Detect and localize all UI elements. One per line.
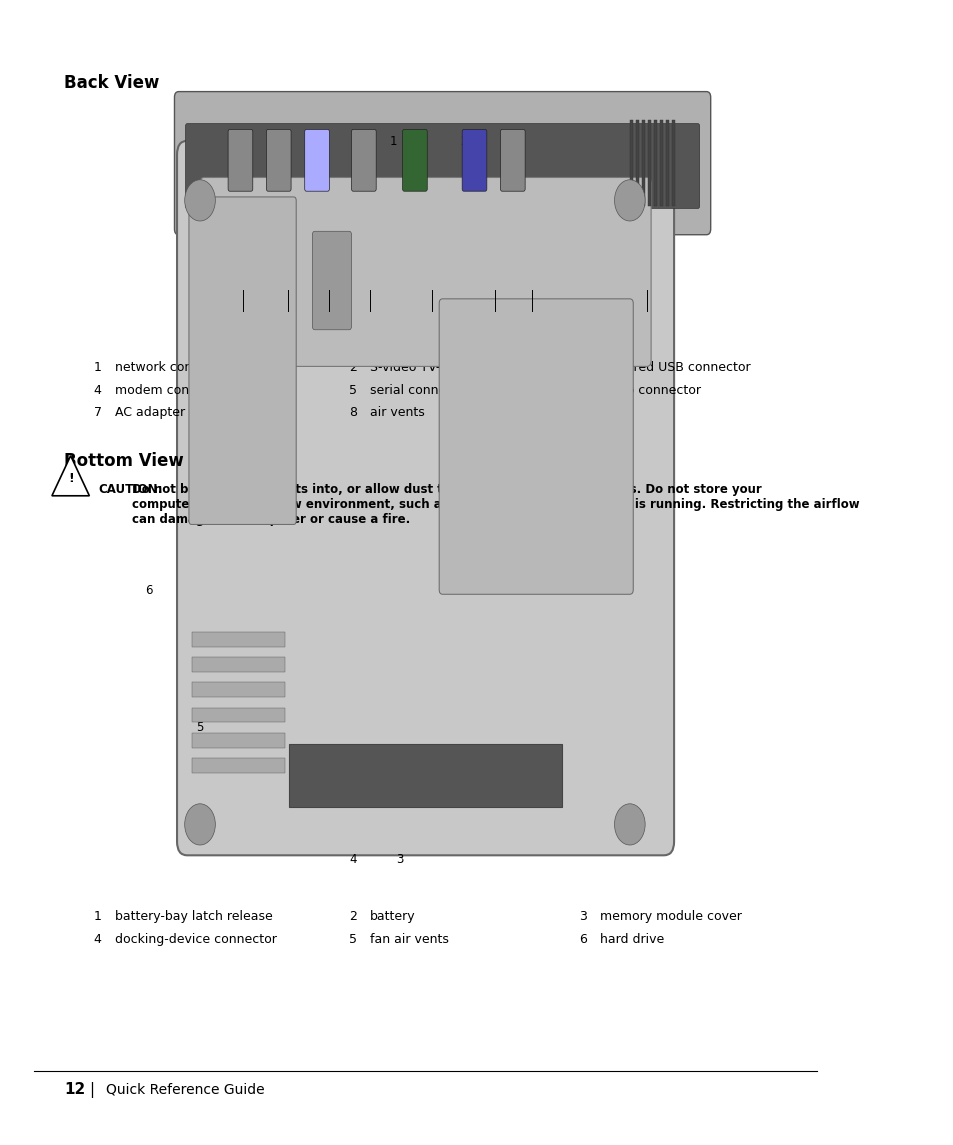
- Text: 8: 8: [642, 315, 650, 327]
- Text: 3: 3: [395, 853, 403, 866]
- Text: fan air vents: fan air vents: [370, 933, 449, 946]
- Text: 7: 7: [528, 315, 536, 327]
- Text: 5: 5: [349, 933, 356, 946]
- Text: docking-device connector: docking-device connector: [114, 933, 276, 946]
- Bar: [192, 632, 285, 647]
- Text: CAUTION:: CAUTION:: [98, 483, 162, 496]
- Bar: [192, 733, 285, 748]
- FancyBboxPatch shape: [304, 129, 329, 191]
- Text: 3: 3: [578, 361, 586, 373]
- Text: 5: 5: [196, 721, 204, 734]
- Text: S-video TV-out connector: S-video TV-out connector: [370, 361, 527, 373]
- Text: video connector: video connector: [599, 384, 700, 396]
- Text: 1: 1: [93, 361, 101, 373]
- Text: powered USB connector: powered USB connector: [599, 361, 750, 373]
- FancyBboxPatch shape: [438, 299, 633, 594]
- Text: 2: 2: [284, 315, 291, 327]
- Circle shape: [614, 180, 644, 221]
- Bar: [192, 682, 285, 697]
- Bar: [671, 120, 674, 206]
- Text: 5: 5: [349, 384, 356, 396]
- Text: air vents: air vents: [370, 406, 424, 419]
- FancyBboxPatch shape: [351, 129, 375, 191]
- Text: battery-bay latch release: battery-bay latch release: [114, 910, 273, 923]
- Text: 1: 1: [238, 315, 246, 327]
- Bar: [192, 758, 285, 773]
- Text: 6: 6: [578, 384, 586, 396]
- FancyBboxPatch shape: [177, 141, 674, 855]
- Text: hard drive: hard drive: [599, 933, 663, 946]
- Text: 5: 5: [428, 315, 436, 327]
- Text: |: |: [90, 1082, 94, 1098]
- Text: 6: 6: [491, 315, 498, 327]
- Text: AC adapter connector: AC adapter connector: [114, 406, 252, 419]
- Text: 4: 4: [349, 853, 356, 866]
- Bar: [653, 120, 657, 206]
- Text: network connector (RJ-45): network connector (RJ-45): [114, 361, 278, 373]
- Text: 12: 12: [64, 1082, 85, 1097]
- Polygon shape: [51, 456, 90, 496]
- FancyBboxPatch shape: [200, 177, 651, 366]
- Bar: [647, 120, 651, 206]
- FancyBboxPatch shape: [402, 129, 427, 191]
- FancyBboxPatch shape: [189, 197, 295, 524]
- Text: 4: 4: [366, 315, 374, 327]
- Text: 7: 7: [93, 406, 102, 419]
- Circle shape: [185, 180, 215, 221]
- Text: serial connector: serial connector: [370, 384, 471, 396]
- FancyBboxPatch shape: [266, 129, 291, 191]
- Text: 2: 2: [349, 910, 356, 923]
- FancyBboxPatch shape: [500, 129, 524, 191]
- Text: 4: 4: [93, 384, 101, 396]
- Bar: [665, 120, 668, 206]
- Text: 6: 6: [145, 584, 152, 597]
- Text: 1: 1: [93, 910, 101, 923]
- Text: modem connector (RJ-11): modem connector (RJ-11): [114, 384, 274, 396]
- Text: memory module cover: memory module cover: [599, 910, 741, 923]
- Bar: [641, 120, 644, 206]
- FancyBboxPatch shape: [185, 124, 699, 208]
- Bar: [629, 120, 633, 206]
- Text: 3: 3: [325, 315, 333, 327]
- Text: 6: 6: [578, 933, 586, 946]
- FancyBboxPatch shape: [312, 231, 351, 330]
- Text: Quick Reference Guide: Quick Reference Guide: [107, 1082, 265, 1096]
- Bar: [192, 657, 285, 672]
- Text: Back View: Back View: [64, 74, 159, 93]
- Bar: [635, 120, 639, 206]
- Text: Bottom View: Bottom View: [64, 452, 183, 471]
- FancyBboxPatch shape: [174, 92, 710, 235]
- Bar: [192, 708, 285, 722]
- Circle shape: [185, 804, 215, 845]
- Text: 4: 4: [93, 933, 101, 946]
- Text: 1: 1: [389, 135, 396, 148]
- Text: battery: battery: [370, 910, 416, 923]
- FancyBboxPatch shape: [228, 129, 253, 191]
- Text: 3: 3: [578, 910, 586, 923]
- Text: !: !: [68, 473, 73, 485]
- Text: 8: 8: [349, 406, 356, 419]
- Bar: [289, 744, 561, 807]
- Circle shape: [614, 804, 644, 845]
- FancyBboxPatch shape: [461, 129, 486, 191]
- Bar: [659, 120, 662, 206]
- Text: Do not block, push objects into, or allow dust to accumulate in the air vents. D: Do not block, push objects into, or allo…: [132, 483, 859, 527]
- Text: 2: 2: [349, 361, 356, 373]
- Text: 2: 2: [459, 135, 467, 148]
